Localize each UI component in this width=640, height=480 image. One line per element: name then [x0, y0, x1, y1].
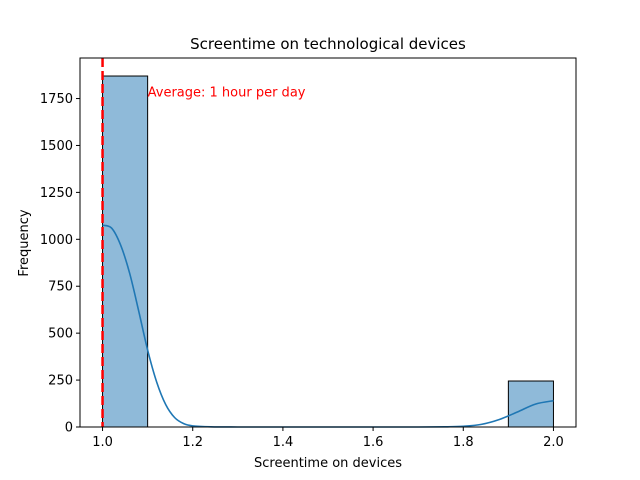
y-axis-label: Frequency — [17, 209, 32, 276]
y-tick-label: 750 — [48, 280, 73, 295]
histogram-bar-1 — [507, 380, 554, 428]
x-tick-label: 2.0 — [543, 435, 564, 450]
x-tick-label: 1.2 — [182, 435, 203, 450]
y-tick-label: 250 — [48, 374, 73, 389]
x-tick-label: 1.8 — [453, 435, 474, 450]
plot-area: Average: 1 hour per day 1.0 1.2 1.4 1.6 1.8 2.… — [40, 58, 564, 450]
histogram-bar-0 — [102, 75, 149, 428]
mean-annotation: Average: 1 hour per day — [148, 86, 306, 101]
plot-frame — [79, 57, 577, 428]
y-tick-label: 0 — [65, 421, 73, 436]
y-tick-label: 1250 — [40, 186, 73, 201]
x-tick-label: 1.4 — [273, 435, 294, 450]
y-tick-label: 500 — [48, 327, 73, 342]
y-tick-label: 1500 — [40, 139, 73, 154]
y-tick-label: 1000 — [40, 233, 73, 248]
y-tick-label: 1750 — [40, 92, 73, 107]
x-axis-label: Screentime on devices — [254, 456, 402, 471]
kde-curve — [102, 224, 554, 428]
chart-title: Screentime on technological devices — [190, 35, 466, 53]
x-tick-label: 1.0 — [92, 435, 113, 450]
x-tick-label: 1.6 — [363, 435, 384, 450]
